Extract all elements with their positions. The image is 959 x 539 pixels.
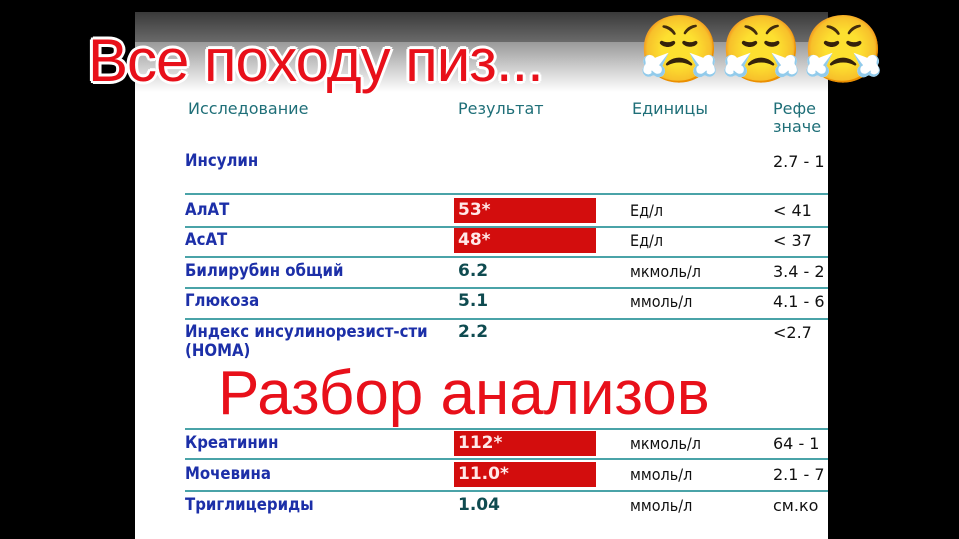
test-name: Билирубин общий: [185, 262, 343, 281]
table-row: Билирубин общий 6.2 мкмоль/л 3.4 - 2: [135, 257, 828, 287]
units: мкмоль/л: [630, 434, 701, 453]
result-value: [454, 149, 596, 174]
row-divider: [185, 256, 828, 258]
header-reference-2: значе: [773, 117, 822, 136]
table-row: Триглицериды 1.04 ммоль/л см.ко: [135, 491, 828, 521]
caption-main: Разбор анализов: [218, 359, 710, 428]
huffing-face-emoji: 😤: [802, 11, 885, 88]
header-units: Единицы: [632, 99, 708, 118]
flagged-result: 53*: [454, 198, 596, 223]
table-row: Индекс инсулинорезист-сти (HOMA) 2.2 <2.7: [135, 318, 828, 361]
row-divider: [185, 318, 828, 320]
lab-report-document: Исследование Результат Единицы Рефе значе…: [135, 12, 828, 539]
test-name: Триглицериды: [185, 496, 314, 515]
units: Ед/л: [630, 231, 664, 250]
test-name: Мочевина: [185, 465, 271, 484]
test-name: Глюкоза: [185, 292, 259, 311]
test-name-text: Креатинин: [185, 433, 279, 453]
test-name-text: Триглицериды: [185, 495, 314, 515]
reference-range: 2.1 - 7: [773, 465, 825, 484]
test-name-line2: (HOMA): [185, 341, 251, 361]
row-divider: [185, 458, 828, 460]
test-name-text: АсАТ: [185, 230, 228, 250]
table-row: Креатинин 112* мкмоль/л 64 - 1: [135, 429, 828, 459]
units: ммоль/л: [630, 465, 693, 484]
test-name-text: Глюкоза: [185, 291, 260, 311]
header-reference: Рефе значе: [773, 100, 821, 136]
shadow: [135, 42, 828, 92]
result-value: 6.2: [458, 261, 489, 281]
header-test: Исследование: [188, 99, 309, 118]
units: ммоль/л: [630, 496, 693, 515]
table-row: Инсулин 2.7 - 1: [135, 147, 828, 177]
units: мкмоль/л: [630, 262, 701, 281]
test-name: Инсулин: [185, 152, 258, 171]
header-result: Результат: [458, 99, 544, 118]
reference-range: <2.7: [773, 323, 812, 342]
table-row: АсАТ 48* Ед/л < 37: [135, 226, 828, 256]
reference-range: 2.7 - 1: [773, 152, 825, 171]
test-name-text: Инсулин: [185, 151, 259, 171]
row-divider: [185, 428, 828, 430]
result-value: 5.1: [458, 291, 489, 311]
flagged-result: 112*: [454, 431, 596, 456]
test-name-text: АлАТ: [185, 200, 230, 220]
result-value: 2.2: [458, 322, 489, 342]
test-name: АсАТ: [185, 231, 227, 250]
reference-range: см.ко: [773, 496, 819, 515]
table-row: Мочевина 11.0* ммоль/л 2.1 - 7: [135, 460, 828, 490]
test-name-text: Мочевина: [185, 464, 271, 484]
caption-top: Все походу пиз...: [88, 27, 544, 94]
reference-range: 4.1 - 6: [773, 292, 825, 311]
row-divider: [185, 193, 828, 195]
flagged-result: 11.0*: [454, 462, 596, 487]
test-name: АлАТ: [185, 201, 229, 220]
row-divider: [185, 490, 828, 492]
huffing-face-emoji: 😤: [638, 11, 721, 88]
test-name: Индекс инсулинорезист-сти (HOMA): [185, 323, 428, 361]
flagged-result: 48*: [454, 228, 596, 253]
reference-range: < 37: [773, 231, 812, 250]
phone-status-bar: [135, 12, 828, 42]
table-row: АлАТ 53* Ед/л < 41: [135, 196, 828, 226]
row-divider: [185, 226, 828, 228]
reference-range: < 41: [773, 201, 812, 220]
reference-range: 64 - 1: [773, 434, 820, 453]
test-name-text: Индекс инсулинорезист-сти: [185, 322, 428, 342]
test-name-text: Билирубин общий: [185, 261, 344, 281]
test-name: Креатинин: [185, 434, 278, 453]
huffing-face-emoji: 😤: [720, 11, 803, 88]
table-row: Глюкоза 5.1 ммоль/л 4.1 - 6: [135, 287, 828, 317]
header-reference-1: Рефе: [773, 99, 817, 118]
row-divider: [185, 287, 828, 289]
units: Ед/л: [630, 201, 664, 220]
result-value: 1.04: [458, 495, 500, 515]
units: ммоль/л: [630, 292, 693, 311]
reference-range: 3.4 - 2: [773, 262, 825, 281]
